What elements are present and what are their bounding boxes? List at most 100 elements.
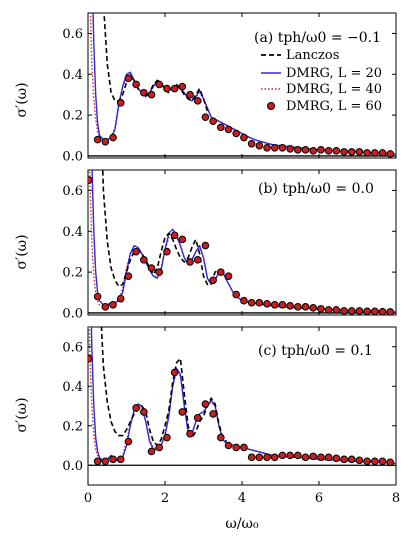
dmrg-l60-point [155, 268, 164, 276]
panel-b: 0.0 0.2 0.4 0.6 [62, 169, 397, 321]
dmrg-l60-point [324, 453, 333, 462]
dmrg-l60-point [201, 400, 210, 408]
dmrg-l60-point [124, 272, 133, 280]
dmrg-l60-point [247, 298, 256, 307]
dmrg-l60-point [386, 150, 395, 158]
dmrg-l60-point [294, 146, 302, 154]
dmrg-l60-point [163, 84, 171, 93]
dmrg-l60-point [163, 247, 171, 256]
dmrg-l60-point [224, 125, 233, 134]
dmrg-l60-point [170, 368, 179, 377]
dmrg-l60-point [140, 256, 148, 264]
dmrg-l60-point [324, 306, 333, 314]
dmrg-l60-point [378, 457, 387, 466]
dmrg-l60-point [286, 302, 294, 310]
dmrg-l60-point [88, 176, 93, 185]
dmrg-l60-point [147, 264, 156, 272]
dmrg-l60-point [101, 137, 110, 146]
lanczos-line [101, 170, 220, 288]
dmrg-l60-point [378, 307, 387, 315]
lanczos-line [103, 13, 209, 112]
dmrg-l60-point [363, 457, 371, 466]
dmrg-l60-point [232, 443, 241, 452]
dmrg-l60-point [263, 143, 271, 152]
dmrg-l60-point [155, 80, 164, 89]
dmrg-l60-point [294, 451, 302, 460]
dmrg-l60-point [247, 453, 256, 462]
dmrg-l60-point [209, 410, 217, 418]
dmrg-l60-point [109, 300, 117, 309]
dmrg-l60-point [93, 292, 102, 301]
dmrg-l60-point [201, 241, 210, 250]
dmrg-l60-point [317, 146, 325, 154]
legend-label-l60: DMRG, L = 60 [286, 99, 382, 114]
dmrg-l60-point [178, 235, 187, 244]
dmrg-l60-point [232, 129, 241, 138]
dmrg-l60-point [340, 148, 348, 156]
dmrg-l60-point [355, 148, 364, 156]
dmrg-l60-point [355, 307, 364, 315]
dmrg-l60-point [363, 307, 371, 315]
dmrg-l60-point [132, 247, 140, 256]
dmrg-l60-point [263, 453, 271, 462]
panel-c: 0.0 0.2 0.4 0.6 0 2 4 6 8 [62, 326, 400, 506]
dmrg-l60-point [347, 307, 356, 315]
dmrg-l60-point [93, 457, 102, 466]
dmrg-l60-point [378, 149, 387, 157]
panel-b-annotation: (b) tph/ω0 = 0.0 [258, 181, 374, 197]
panel-c-ytick-label: 0.2 [62, 419, 83, 434]
dmrg-l60-point [217, 123, 225, 132]
panel-b-plot-area [88, 170, 396, 315]
dmrg-l60-point [178, 408, 187, 416]
dmrg-l60-point [270, 453, 279, 462]
dmrg-l60-point [371, 149, 379, 157]
dmrg-l60-point [255, 298, 264, 307]
y-axis-label-c: σ′(ω) [14, 397, 30, 432]
x-tick-label: 4 [238, 491, 246, 506]
panel-a-plot-area [89, 13, 396, 158]
dmrg-l60-point [386, 458, 395, 467]
dmrg-l60-point [309, 304, 318, 312]
dmrg-l60-point [193, 97, 202, 105]
panel-a-ytick-label: 0.2 [62, 109, 83, 124]
dmrg-l60-point [371, 457, 379, 466]
dmrg-l60-point [286, 451, 294, 460]
dmrg-l60-point [186, 258, 194, 266]
legend-label-l40: DMRG, L = 40 [286, 82, 382, 97]
legend-label-l20: DMRG, L = 20 [286, 66, 382, 81]
dmrg-l60-point [232, 290, 241, 299]
dmrg-l60-point [124, 74, 133, 83]
dmrg-l60-point [270, 143, 279, 152]
dmrg-l60-point [286, 145, 294, 153]
x-tick-label: 0 [84, 491, 92, 506]
dmrg-l60-point [147, 447, 156, 456]
dmrg-l60-point [263, 299, 271, 308]
dmrg-l60-point [332, 454, 341, 463]
dmrg-l60-point [301, 146, 310, 154]
dmrg-l60-point [217, 433, 225, 442]
dmrg-l60-point [247, 139, 256, 148]
panel-a: 0.0 0.2 0.4 0.6 [62, 12, 397, 164]
dmrg-l60-point [224, 272, 233, 280]
dmrg-l60-point [147, 90, 156, 99]
y-axis-label-b: σ′(ω) [14, 234, 30, 269]
panel-a-ytick-label: 0.0 [62, 149, 83, 164]
dmrg-l60-point [240, 443, 248, 452]
panel-c-ytick-label: 0.6 [62, 340, 83, 355]
dmrg-l60-point [363, 149, 371, 157]
panel-b-ytick-label: 0.0 [62, 306, 83, 321]
dmrg-l60-point [278, 451, 287, 460]
panel-b-ytick-label: 0.2 [62, 266, 83, 281]
dmrg-l60-point [209, 117, 217, 126]
dmrg-l60-point [340, 307, 348, 315]
dmrg-l60-point [186, 90, 194, 99]
legend-swatch-l60 [267, 102, 275, 110]
dmrg-l60-point [371, 307, 379, 315]
dmrg-l60-point [301, 453, 310, 462]
dmrg-l60-point [217, 268, 225, 276]
dmrg-l60-point [270, 300, 279, 309]
dmrg-l60-point [170, 231, 179, 240]
panel-c-ytick-label: 0.4 [62, 380, 83, 395]
dmrg-l60-point [193, 414, 202, 422]
